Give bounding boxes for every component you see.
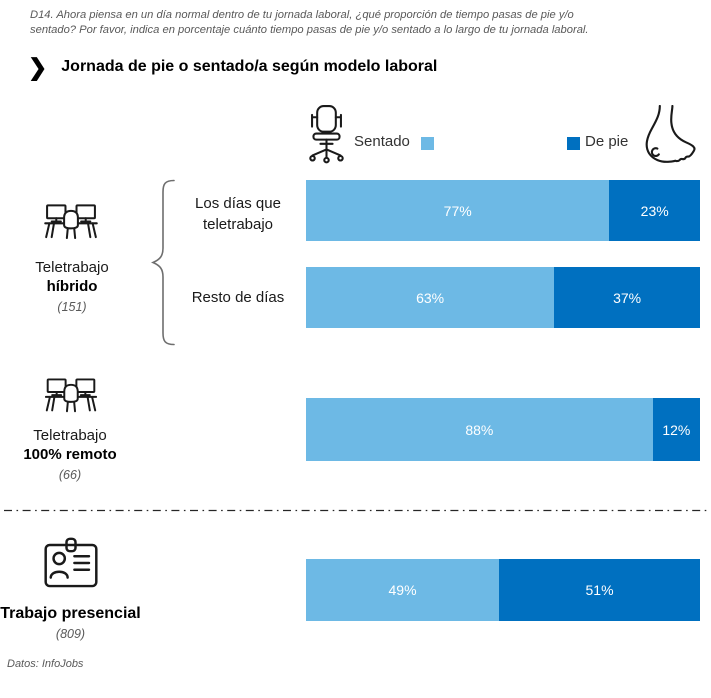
data-source-note: Datos: InfoJobs — [7, 658, 84, 670]
bar-remote: 88% 12% — [306, 398, 700, 461]
remote-telework-desk-icon — [45, 378, 97, 423]
group-hybrid-line2: híbrido — [46, 278, 98, 295]
group-onsite-line: Trabajo presencial — [0, 605, 141, 622]
group-remote-line2: 100% remoto — [23, 446, 117, 463]
group-remote-count: (66) — [58, 468, 82, 482]
row-label-telework-days: Los días que teletrabajo — [195, 195, 281, 233]
hybrid-telework-desk-icon — [44, 204, 98, 250]
group-label-hybrid: Teletrabajo híbrido (151) — [8, 258, 136, 314]
bar-value-standing: 12% — [662, 421, 691, 438]
row-label-other-days: Resto de días — [191, 289, 285, 306]
legend-swatch-sitting — [421, 137, 434, 150]
bar-value-standing: 37% — [613, 289, 642, 306]
bar-segment-standing: 23% — [609, 180, 700, 241]
legend-label-sitting: Sentado — [354, 133, 410, 150]
bar-value-sitting: 88% — [465, 421, 494, 438]
bar-hybrid-other-days: 63% 37% — [306, 267, 700, 328]
survey-question-text: D14. Ahora piensa en un día normal dentr… — [30, 9, 589, 36]
section-title-row: ❯ Jornada de pie o sentado/a según model… — [28, 55, 437, 79]
bar-segment-standing: 37% — [554, 267, 700, 328]
bar-hybrid-telework-days: 77% 23% — [306, 180, 700, 241]
group-hybrid-line1: Teletrabajo — [35, 259, 109, 276]
legend-swatch-standing — [567, 137, 580, 150]
group-label-remote: Teletrabajo 100% remoto (66) — [4, 426, 136, 482]
group-hybrid-count: (151) — [57, 300, 87, 314]
page-title: Jornada de pie o sentado/a según modelo … — [61, 58, 438, 75]
bar-segment-sitting: 63% — [306, 267, 555, 328]
bar-segment-sitting: 49% — [306, 559, 500, 621]
group-remote-line1: Teletrabajo — [33, 427, 107, 444]
group-onsite-count: (809) — [55, 627, 86, 641]
office-chair-icon — [306, 104, 347, 165]
bar-value-sitting: 63% — [416, 289, 445, 306]
bar-segment-standing: 51% — [499, 559, 700, 621]
chevron-right-icon: ❯ — [28, 54, 48, 80]
bar-segment-sitting: 88% — [306, 398, 653, 461]
legend-label-standing: De pie — [585, 133, 629, 150]
bar-value-standing: 51% — [585, 582, 614, 598]
bar-onsite: 49% 51% — [306, 559, 700, 621]
id-badge-icon — [44, 537, 98, 589]
bar-segment-standing: 12% — [652, 398, 700, 461]
bar-segment-sitting: 77% — [306, 180, 610, 241]
foot-icon — [641, 105, 698, 167]
group-label-onsite: Trabajo presencial (809) — [0, 604, 141, 641]
section-separator-line — [4, 509, 707, 512]
bar-value-standing: 23% — [640, 202, 669, 219]
bar-value-sitting: 77% — [443, 202, 472, 219]
bar-value-sitting: 49% — [388, 582, 417, 598]
group-brace — [151, 179, 175, 346]
